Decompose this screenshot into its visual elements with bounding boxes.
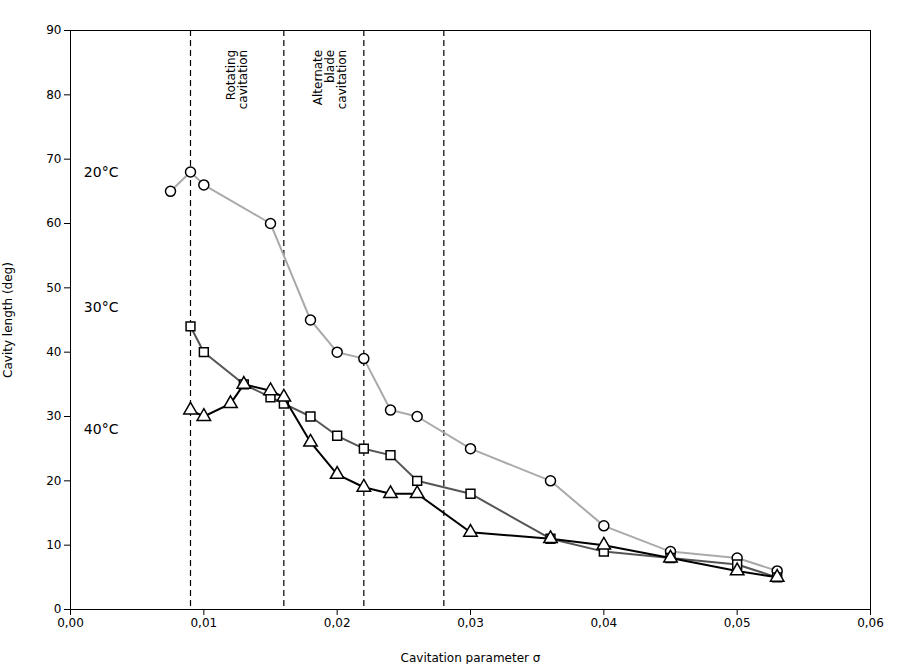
svg-text:20°C: 20°C bbox=[84, 164, 119, 180]
svg-text:0,02: 0,02 bbox=[324, 616, 351, 630]
svg-text:0,06: 0,06 bbox=[857, 616, 884, 630]
svg-text:10: 10 bbox=[46, 538, 61, 552]
svg-text:Cavity length (deg): Cavity length (deg) bbox=[1, 262, 15, 378]
svg-text:80: 80 bbox=[46, 88, 61, 102]
svg-text:20: 20 bbox=[46, 474, 61, 488]
svg-text:40°C: 40°C bbox=[84, 421, 119, 437]
svg-text:Rotatingcavitation: Rotatingcavitation bbox=[224, 50, 250, 109]
svg-text:Cavitation parameter σ: Cavitation parameter σ bbox=[401, 651, 541, 664]
svg-text:30°C: 30°C bbox=[84, 299, 119, 315]
svg-text:0,01: 0,01 bbox=[190, 616, 217, 630]
svg-text:0,03: 0,03 bbox=[457, 616, 484, 630]
svg-text:90: 90 bbox=[46, 23, 61, 37]
svg-text:0: 0 bbox=[54, 602, 62, 616]
svg-text:30: 30 bbox=[46, 409, 61, 423]
svg-text:60: 60 bbox=[46, 216, 61, 230]
svg-text:50: 50 bbox=[46, 281, 61, 295]
svg-text:0,05: 0,05 bbox=[724, 616, 751, 630]
svg-text:70: 70 bbox=[46, 152, 61, 166]
svg-text:40: 40 bbox=[46, 345, 61, 359]
svg-text:0,04: 0,04 bbox=[590, 616, 617, 630]
svg-text:0,00: 0,00 bbox=[57, 616, 84, 630]
svg-text:Alternatebladecavitation: Alternatebladecavitation bbox=[311, 50, 349, 109]
